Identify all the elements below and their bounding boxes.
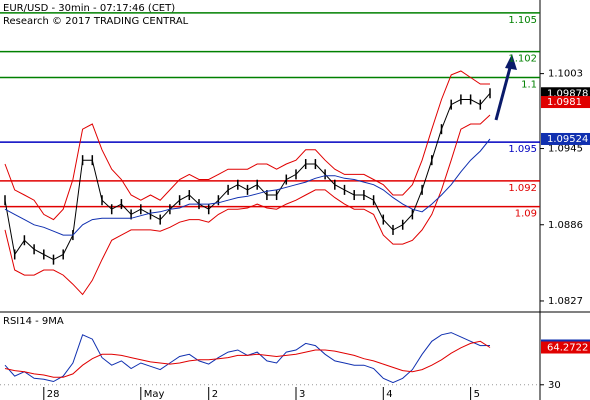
x-tick-label: May bbox=[144, 389, 165, 400]
price-tag-box bbox=[541, 96, 590, 109]
forecast-arrow bbox=[494, 54, 517, 121]
y-tick-label: 1.1003 bbox=[548, 69, 583, 80]
arrow-shaft bbox=[494, 63, 513, 121]
price-tag: 1.09878 bbox=[547, 88, 588, 99]
y-tick-label: 30 bbox=[548, 380, 561, 391]
y-tick-label: 1.0827 bbox=[548, 296, 583, 307]
chart-title: EUR/USD - 30min - 07:17:46 (CET) bbox=[3, 3, 175, 14]
level-label: 1.105 bbox=[508, 15, 537, 26]
chart-subtitle: Research © 2017 TRADING CENTRAL bbox=[3, 16, 189, 27]
price-tag: 1.0981 bbox=[547, 97, 582, 108]
series-line bbox=[4, 70, 490, 221]
arrow-head bbox=[505, 54, 517, 70]
price-tag: 1.09524 bbox=[547, 134, 588, 145]
series-line bbox=[4, 138, 491, 236]
price-tag-box bbox=[541, 132, 590, 145]
level-label: 1.092 bbox=[508, 183, 537, 194]
level-label: 1.1 bbox=[521, 80, 537, 91]
series-line bbox=[4, 114, 491, 296]
level-label: 1.095 bbox=[508, 144, 537, 155]
price-tag-box bbox=[541, 341, 590, 354]
level-label: 1.09 bbox=[515, 209, 537, 220]
x-tick-label: 5 bbox=[474, 389, 480, 400]
x-tick-label: 3 bbox=[299, 389, 305, 400]
rsi-title: RSI14 - 9MA bbox=[3, 316, 64, 327]
x-tick-label: 2 bbox=[212, 389, 218, 400]
y-tick-label: 1.0945 bbox=[548, 144, 583, 155]
x-tick-label: 4 bbox=[386, 389, 392, 400]
price-tag: 64.2722 bbox=[547, 343, 588, 354]
y-tick-label: 1.0886 bbox=[548, 220, 583, 231]
level-label: 1.102 bbox=[508, 54, 537, 65]
x-tick-label: 28 bbox=[47, 389, 60, 400]
series-line bbox=[4, 340, 491, 378]
